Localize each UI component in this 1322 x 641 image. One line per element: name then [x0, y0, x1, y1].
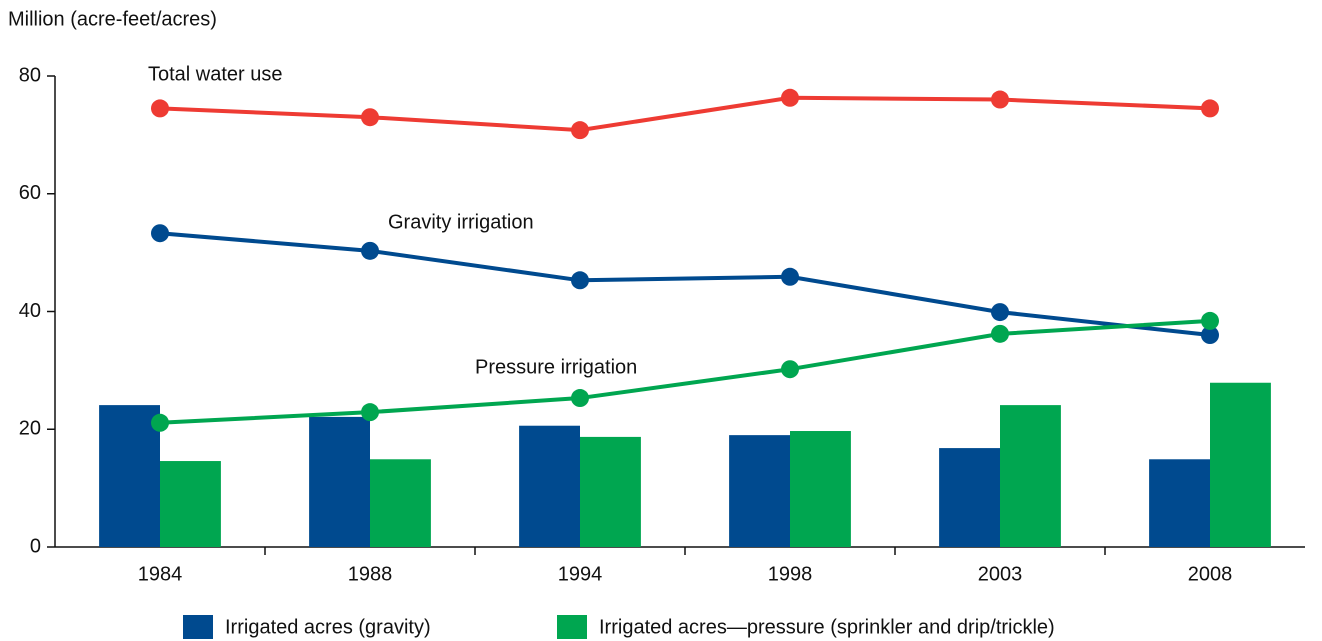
- point: [361, 108, 379, 127]
- bar: [1210, 382, 1271, 547]
- x-tick-label: 1988: [348, 563, 393, 585]
- x-tick-label: 1998: [768, 563, 813, 585]
- point: [151, 99, 169, 118]
- legend-label: Irrigated acres—pressure (sprinkler and …: [599, 616, 1055, 638]
- line: [159, 318, 1211, 425]
- point: [991, 303, 1009, 322]
- point: [571, 389, 589, 408]
- point: [781, 88, 799, 107]
- y-axis-label: Million (acre-feet/acres): [8, 8, 217, 30]
- line-annotation: Gravity irrigation: [388, 211, 534, 233]
- line: [159, 231, 1211, 338]
- y-tick-label: 60: [19, 182, 41, 204]
- bar: [939, 448, 1000, 547]
- y-tick-label: 0: [30, 535, 41, 557]
- bar: [370, 459, 431, 547]
- legend-swatch: [557, 615, 587, 639]
- x-tick-label: 2008: [1188, 563, 1233, 585]
- point: [1201, 326, 1219, 345]
- point: [571, 271, 589, 290]
- x-tick-label: 2003: [978, 563, 1023, 585]
- line-annotation: Pressure irrigation: [475, 356, 637, 378]
- line-annotation: Total water use: [148, 63, 283, 85]
- line: [159, 95, 1211, 133]
- point: [1201, 99, 1219, 118]
- y-tick-label: 80: [19, 64, 41, 86]
- bar: [729, 435, 790, 547]
- y-tick-label: 20: [19, 418, 41, 440]
- point: [151, 413, 169, 432]
- bar: [1149, 459, 1210, 547]
- bar: [580, 436, 641, 547]
- x-tick-label: 1994: [558, 563, 603, 585]
- point: [781, 360, 799, 379]
- bar: [160, 461, 221, 547]
- point: [991, 324, 1009, 343]
- point: [571, 121, 589, 140]
- point: [781, 267, 799, 286]
- bar: [309, 416, 370, 547]
- legend-label: Irrigated acres (gravity): [225, 616, 431, 638]
- x-tick-label: 1984: [138, 563, 183, 585]
- point: [361, 241, 379, 260]
- bar: [99, 405, 160, 547]
- bar: [790, 431, 851, 547]
- point: [991, 90, 1009, 109]
- point: [1201, 311, 1219, 330]
- bar: [519, 425, 580, 547]
- point: [361, 403, 379, 422]
- bar: [1000, 405, 1061, 547]
- legend-swatch: [183, 615, 213, 639]
- point: [151, 224, 169, 243]
- y-tick-label: 40: [19, 300, 41, 322]
